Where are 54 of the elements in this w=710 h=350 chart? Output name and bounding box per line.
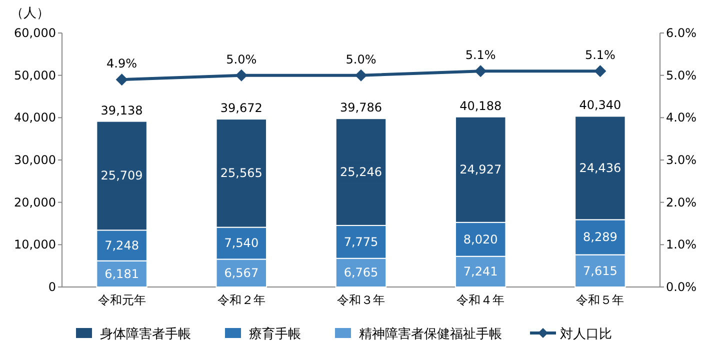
y-tick-label: 40,000 [14, 110, 56, 125]
y2-tick-label: 3.0% [666, 153, 696, 167]
data-label: 25,246 [340, 165, 382, 180]
legend-label: 身体障害者手帳 [100, 326, 191, 342]
data-label: 24,436 [579, 160, 622, 175]
x-tick-label: 令和２年 [217, 293, 266, 307]
y2-tick-label: 2.0% [666, 195, 696, 210]
x-tick-label: 令和元年 [98, 293, 146, 307]
total-label: 39,672 [220, 101, 262, 116]
data-label: 8,289 [583, 230, 618, 244]
y2-tick-label: 0.0% [666, 280, 696, 294]
y2-tick-label: 5.0% [666, 68, 696, 82]
data-label: 25,709 [100, 168, 143, 183]
data-label: 5.1% [465, 48, 496, 62]
total-label: 40,340 [579, 98, 622, 112]
legend-label: 対人口比 [560, 326, 612, 342]
data-label: 4.9% [106, 56, 138, 71]
y-tick-label: 60,000 [14, 26, 56, 40]
y-tick-label: 50,000 [14, 68, 56, 82]
data-label: 6,567 [224, 266, 259, 280]
y-tick-label: 20,000 [14, 195, 56, 210]
point [235, 69, 248, 82]
data-label: 5.0% [226, 52, 257, 66]
y-tick-label: 30,000 [14, 153, 56, 167]
data-label: 7,615 [583, 264, 618, 278]
y2-tick-label: 6.0% [666, 26, 696, 40]
data-label: 7,248 [104, 238, 139, 252]
total-label: 40,188 [460, 98, 502, 113]
y2-tick-label: 1.0% [666, 238, 696, 252]
point [594, 65, 606, 78]
data-label: 5.1% [584, 48, 616, 62]
data-label: 24,927 [460, 162, 502, 177]
total-label: 39,786 [340, 100, 382, 115]
x-tick-label: 令和３年 [337, 293, 385, 307]
legend-label: 療育手帳 [249, 326, 301, 342]
data-label: 8,020 [463, 232, 498, 246]
data-label: 7,540 [224, 236, 259, 250]
point [474, 65, 487, 78]
total-label: 39,138 [100, 103, 143, 118]
point [355, 69, 367, 82]
legend-label: 精神障害者保健福祉手帳 [359, 326, 502, 342]
y-tick-label: 10,000 [14, 238, 56, 252]
data-label: 7,775 [344, 234, 378, 249]
y-tick-label: 0 [48, 280, 56, 294]
data-label: 6,181 [104, 266, 139, 281]
point [116, 74, 128, 86]
data-label: 5.0% [346, 52, 376, 66]
y2-tick-label: 4.0% [666, 110, 696, 125]
data-label: 6,765 [344, 266, 378, 280]
x-tick-label: 令和５年 [576, 293, 624, 307]
data-label: 25,565 [220, 166, 262, 180]
x-tick-label: 令和４年 [456, 293, 505, 307]
y-axis-title: （人） [10, 6, 50, 21]
data-label: 7,241 [463, 264, 498, 279]
